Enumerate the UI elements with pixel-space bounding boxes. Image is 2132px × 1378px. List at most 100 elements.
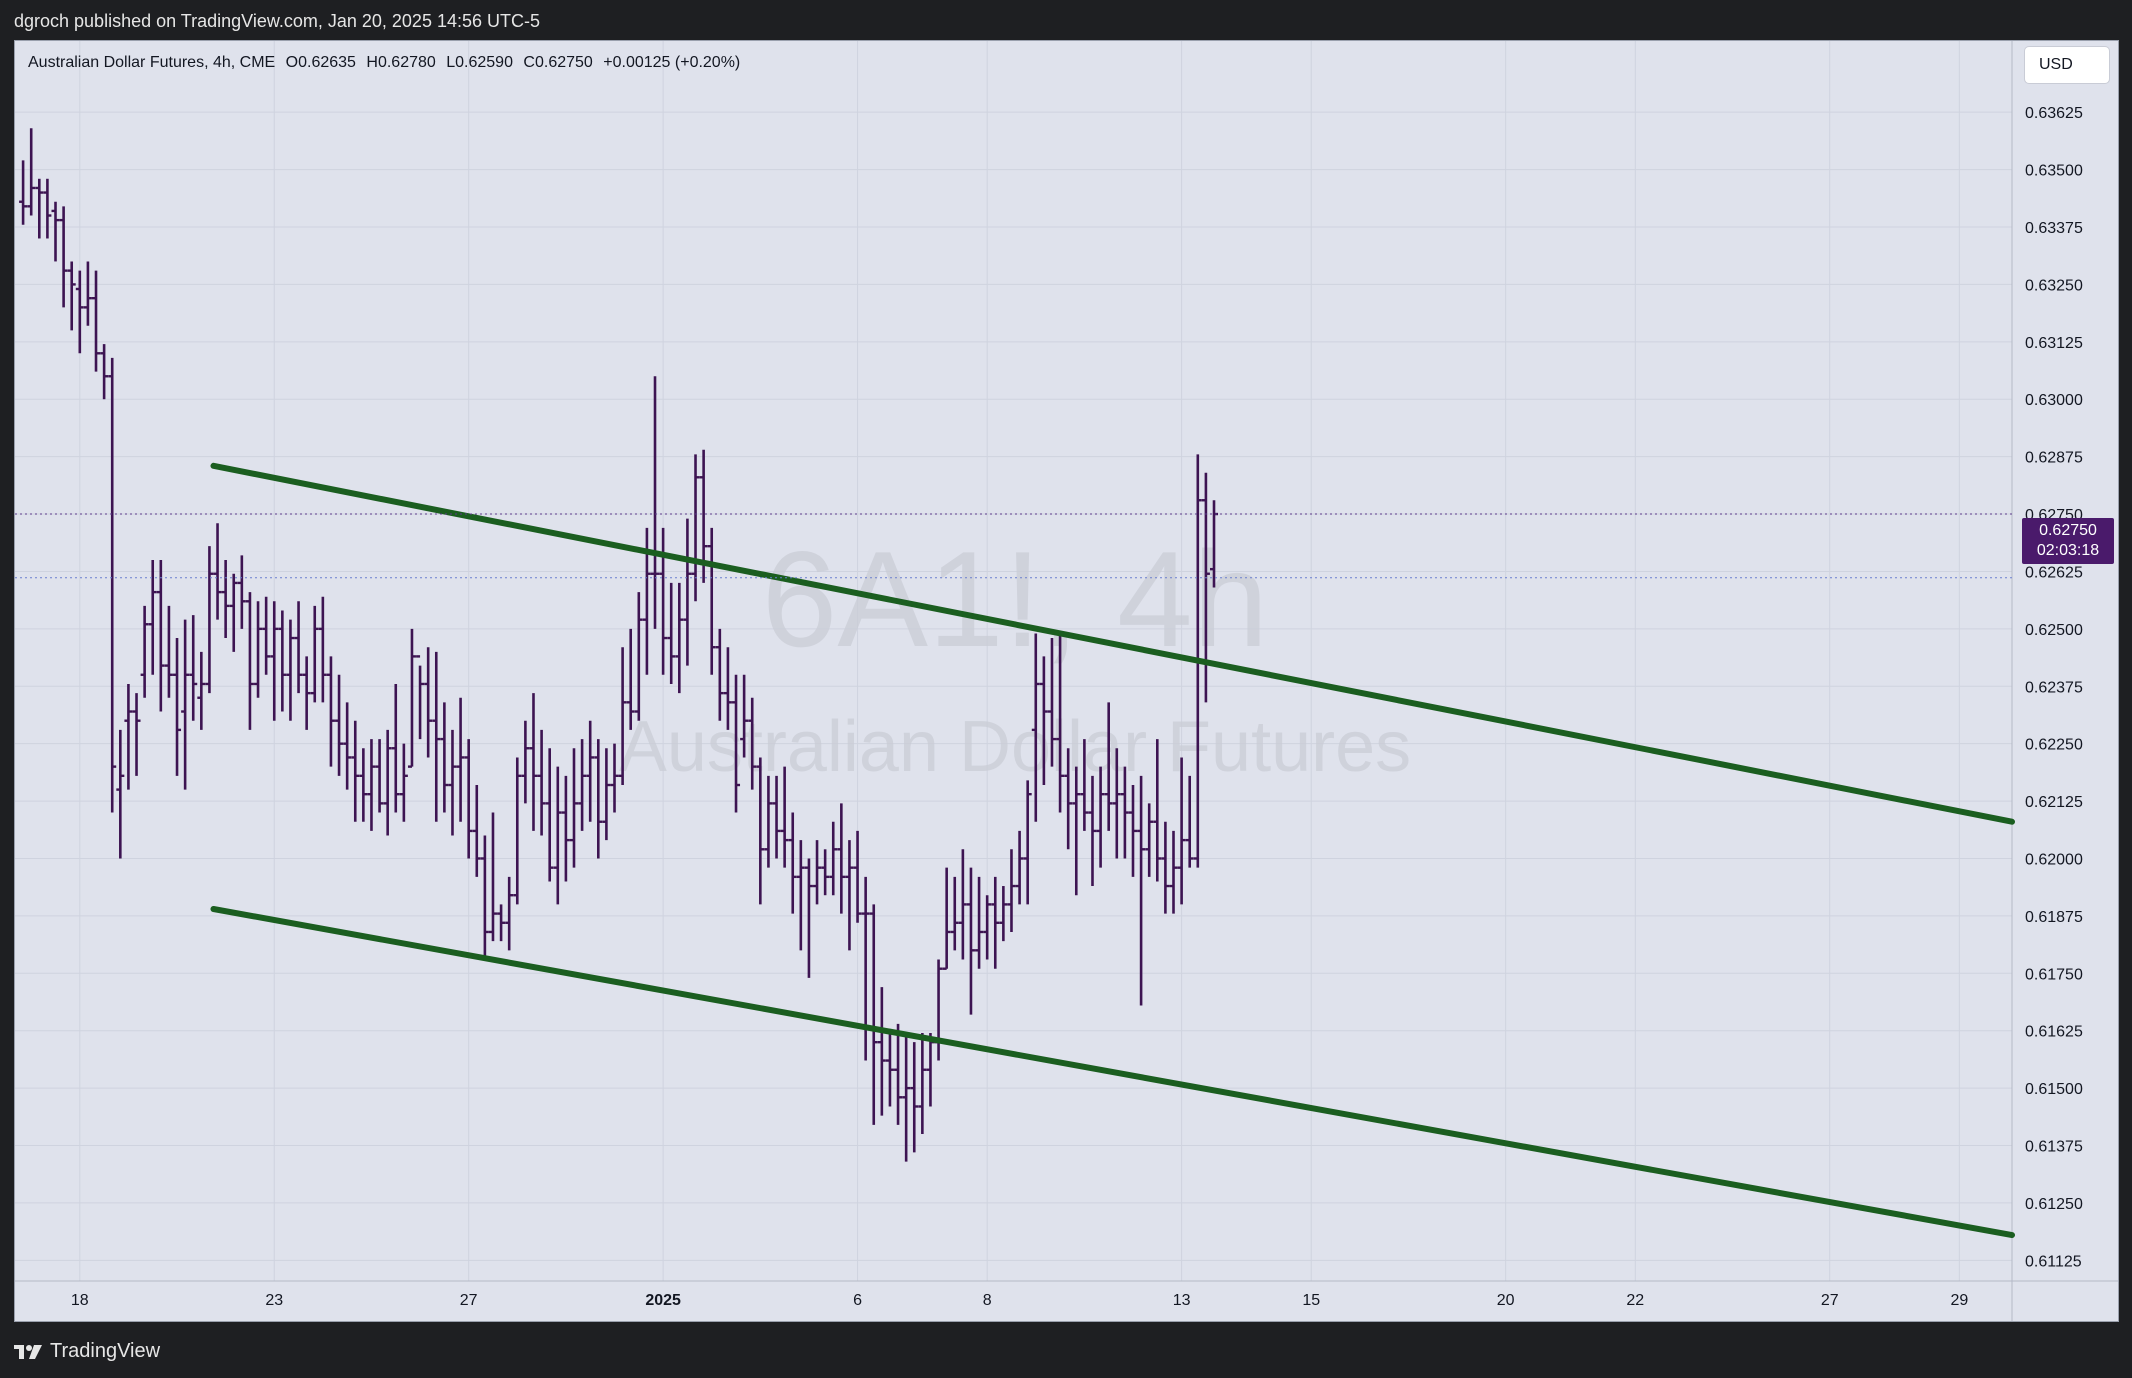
ohlc-bar [1015, 830, 1024, 905]
ohlc-bar [1056, 633, 1065, 813]
time-tick-label: 15 [1302, 1292, 1320, 1309]
ohlc-bar [286, 619, 295, 721]
last-price-value: 0.62750 [2039, 522, 2097, 539]
time-tick-label: 13 [1173, 1292, 1191, 1309]
ohlc-bar [189, 615, 198, 721]
price-tick-label: 0.62500 [2025, 622, 2083, 639]
ohlc-bar [59, 206, 68, 308]
ohlc-bar [780, 766, 789, 868]
ohlc-bar [1104, 702, 1113, 831]
price-tick-label: 0.63000 [2025, 392, 2083, 409]
time-tick-label: 8 [983, 1292, 992, 1309]
ohlc-bar [67, 261, 76, 331]
ohlc-bar [424, 647, 433, 758]
currency-button[interactable]: USD [2025, 47, 2109, 83]
ohlc-bar [488, 812, 497, 942]
ohlc-bar [983, 895, 992, 960]
ohlc-bar [326, 656, 335, 767]
ohlc-bar [788, 812, 797, 914]
ohlc-bar [691, 454, 700, 602]
ohlc-bar [1128, 785, 1137, 877]
ohlc-bar [569, 748, 578, 868]
time-tick-label: 22 [1626, 1292, 1644, 1309]
price-tick-label: 0.62875 [2025, 450, 2083, 467]
ohlc-bar [804, 858, 813, 978]
price-tick-label: 0.61250 [2025, 1196, 2083, 1213]
ohlc-bar [164, 605, 173, 698]
time-tick-label: 2025 [645, 1292, 681, 1309]
ohlc-bar [1185, 775, 1194, 868]
ohlc-bar [432, 651, 441, 822]
ohlc-bar [1007, 849, 1016, 932]
ohlc-bar [796, 840, 805, 951]
ohlc-bar [1120, 766, 1129, 859]
ohlc-bar [918, 1033, 927, 1135]
ohlc-bar [926, 1033, 935, 1107]
channel-line-upper[interactable] [210, 462, 2015, 825]
ohlc-bar [359, 748, 368, 822]
ohlc-bar [683, 518, 692, 666]
price-tick-label: 0.61125 [2025, 1253, 2082, 1270]
tradingview-logo-icon [14, 1344, 42, 1359]
ohlc-bar [772, 775, 781, 859]
ohlc-chart[interactable]: 6A1!, 4h Australian Dollar Futures 0.636… [15, 41, 2118, 1321]
ohlc-bar [229, 573, 238, 652]
ohlc-bar [821, 849, 830, 896]
ohlc-bar [335, 674, 344, 776]
ohlc-bar [740, 674, 749, 758]
ohlc-bar [83, 261, 92, 326]
watermark-ticker: 6A1!, 4h [762, 523, 1269, 675]
ohlc-bar [221, 559, 230, 639]
ohlc-bar [829, 821, 838, 896]
bar-countdown: 02:03:18 [2036, 542, 2100, 559]
price-axis[interactable]: 0.63625 0.63500 0.63375 0.63250 0.63125 0.630… [2025, 105, 2083, 1270]
tradingview-logo[interactable]: TradingView [14, 1340, 160, 1363]
ohlc-bar [213, 523, 222, 620]
ohlc-bar [270, 601, 279, 721]
price-tick-label: 0.63625 [2025, 105, 2083, 122]
ohlc-bar [578, 739, 587, 831]
ohlc-bar [999, 886, 1008, 942]
ohlc-bar [991, 876, 1000, 969]
time-axis[interactable]: 18 23 27 2025 6 8 13 15 20 22 27 29 [71, 1292, 1968, 1309]
channel-lines[interactable] [210, 462, 2015, 1239]
ohlc-bar [602, 748, 611, 841]
price-tick-label: 0.61375 [2025, 1139, 2083, 1156]
ohlc-bar [877, 987, 886, 1116]
ohlc-bar [278, 610, 287, 712]
ohlc-bar [958, 849, 967, 960]
ohlc-bar [156, 559, 165, 712]
ohlc-bar [294, 601, 303, 694]
time-tick-label: 20 [1497, 1292, 1515, 1309]
ohlc-bar [975, 876, 984, 969]
ohlc-bar [132, 693, 141, 776]
time-tick-label: 29 [1950, 1292, 1968, 1309]
ohlc-bar [902, 1033, 911, 1162]
legend-change: +0.00125 (+0.20%) [603, 54, 741, 71]
ohlc-bar [634, 592, 643, 721]
ohlc-bar [950, 876, 959, 951]
channel-line-lower[interactable] [210, 906, 2015, 1239]
ohlc-bar [586, 720, 595, 822]
ohlc-bar [181, 619, 190, 790]
time-tick-label: 23 [265, 1292, 283, 1309]
ohlc-bar [391, 683, 400, 813]
chart-frame[interactable]: 6A1!, 4h Australian Dollar Futures 0.636… [14, 40, 2119, 1322]
publisher-text: dgroch published on TradingView.com, Jan… [14, 11, 540, 31]
ohlc-bar [837, 803, 846, 914]
ohlc-bar [861, 876, 870, 1061]
ohlc-bar [756, 757, 765, 905]
ohlc-bar [1096, 766, 1105, 868]
ohlc-bar [513, 757, 522, 905]
ohlc-bar [1177, 757, 1186, 905]
legend-high: H0.62780 [366, 54, 436, 71]
ohlc-bar [1169, 830, 1178, 914]
ohlc-bar [1064, 748, 1073, 850]
ohlc-bar [1039, 656, 1048, 785]
ohlc-bar [148, 559, 157, 675]
ohlc-bar [407, 628, 416, 768]
tradingview-brand: TradingView [50, 1340, 161, 1362]
watermark-name: Australian Dollar Futures [619, 707, 1411, 787]
ohlc-bar [934, 959, 943, 1061]
ohlc-bar [1080, 739, 1089, 831]
